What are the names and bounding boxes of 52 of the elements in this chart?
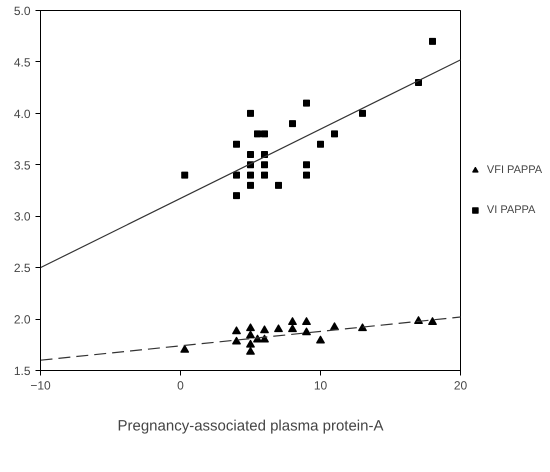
point bbox=[247, 172, 254, 179]
point bbox=[289, 120, 296, 128]
point bbox=[261, 130, 268, 138]
x-tick-label: 10 bbox=[314, 378, 328, 392]
point bbox=[247, 110, 254, 117]
point bbox=[254, 130, 261, 138]
point bbox=[274, 324, 283, 332]
point bbox=[303, 100, 310, 107]
point bbox=[247, 151, 254, 158]
point bbox=[302, 317, 311, 325]
point bbox=[316, 336, 325, 344]
point bbox=[180, 344, 190, 353]
point bbox=[288, 317, 297, 325]
point bbox=[232, 336, 241, 345]
x-tick-label: 0 bbox=[177, 378, 184, 392]
point bbox=[261, 172, 268, 179]
point bbox=[317, 140, 324, 148]
y-tick-label: 5.0 bbox=[14, 4, 31, 18]
point bbox=[303, 161, 310, 168]
y-tick-label: 2.5 bbox=[14, 261, 31, 276]
point bbox=[303, 172, 310, 179]
point bbox=[232, 326, 241, 334]
point bbox=[246, 323, 255, 332]
x-tick-label: −10 bbox=[30, 378, 52, 392]
legend-label: VFI PAPPA bbox=[486, 164, 542, 176]
x-axis-title: Pregnancy-associated plasma protein-A bbox=[118, 418, 384, 434]
y-tick-label: 4.5 bbox=[14, 55, 31, 70]
point bbox=[358, 323, 367, 332]
point bbox=[428, 317, 437, 325]
point bbox=[246, 330, 255, 338]
y-tick-label: 3.5 bbox=[14, 158, 31, 172]
point bbox=[359, 110, 366, 117]
point bbox=[429, 38, 436, 45]
point bbox=[233, 192, 240, 200]
point bbox=[261, 161, 268, 168]
x-tick-label: 20 bbox=[454, 378, 468, 392]
point bbox=[246, 346, 255, 355]
point bbox=[260, 325, 269, 334]
y-tick-label: 3.0 bbox=[14, 210, 31, 224]
point bbox=[246, 340, 255, 348]
point bbox=[302, 327, 311, 336]
point bbox=[181, 172, 188, 179]
point bbox=[331, 130, 338, 138]
point bbox=[233, 172, 240, 179]
point bbox=[288, 324, 297, 332]
y-tick-label: 4.0 bbox=[14, 106, 31, 121]
point bbox=[275, 182, 282, 189]
y-tick-label: 1.5 bbox=[14, 364, 31, 378]
point bbox=[233, 140, 240, 148]
point bbox=[247, 182, 254, 189]
legend-label: VI PAPPA bbox=[486, 204, 536, 216]
y-tick-label: 2.0 bbox=[14, 312, 31, 327]
